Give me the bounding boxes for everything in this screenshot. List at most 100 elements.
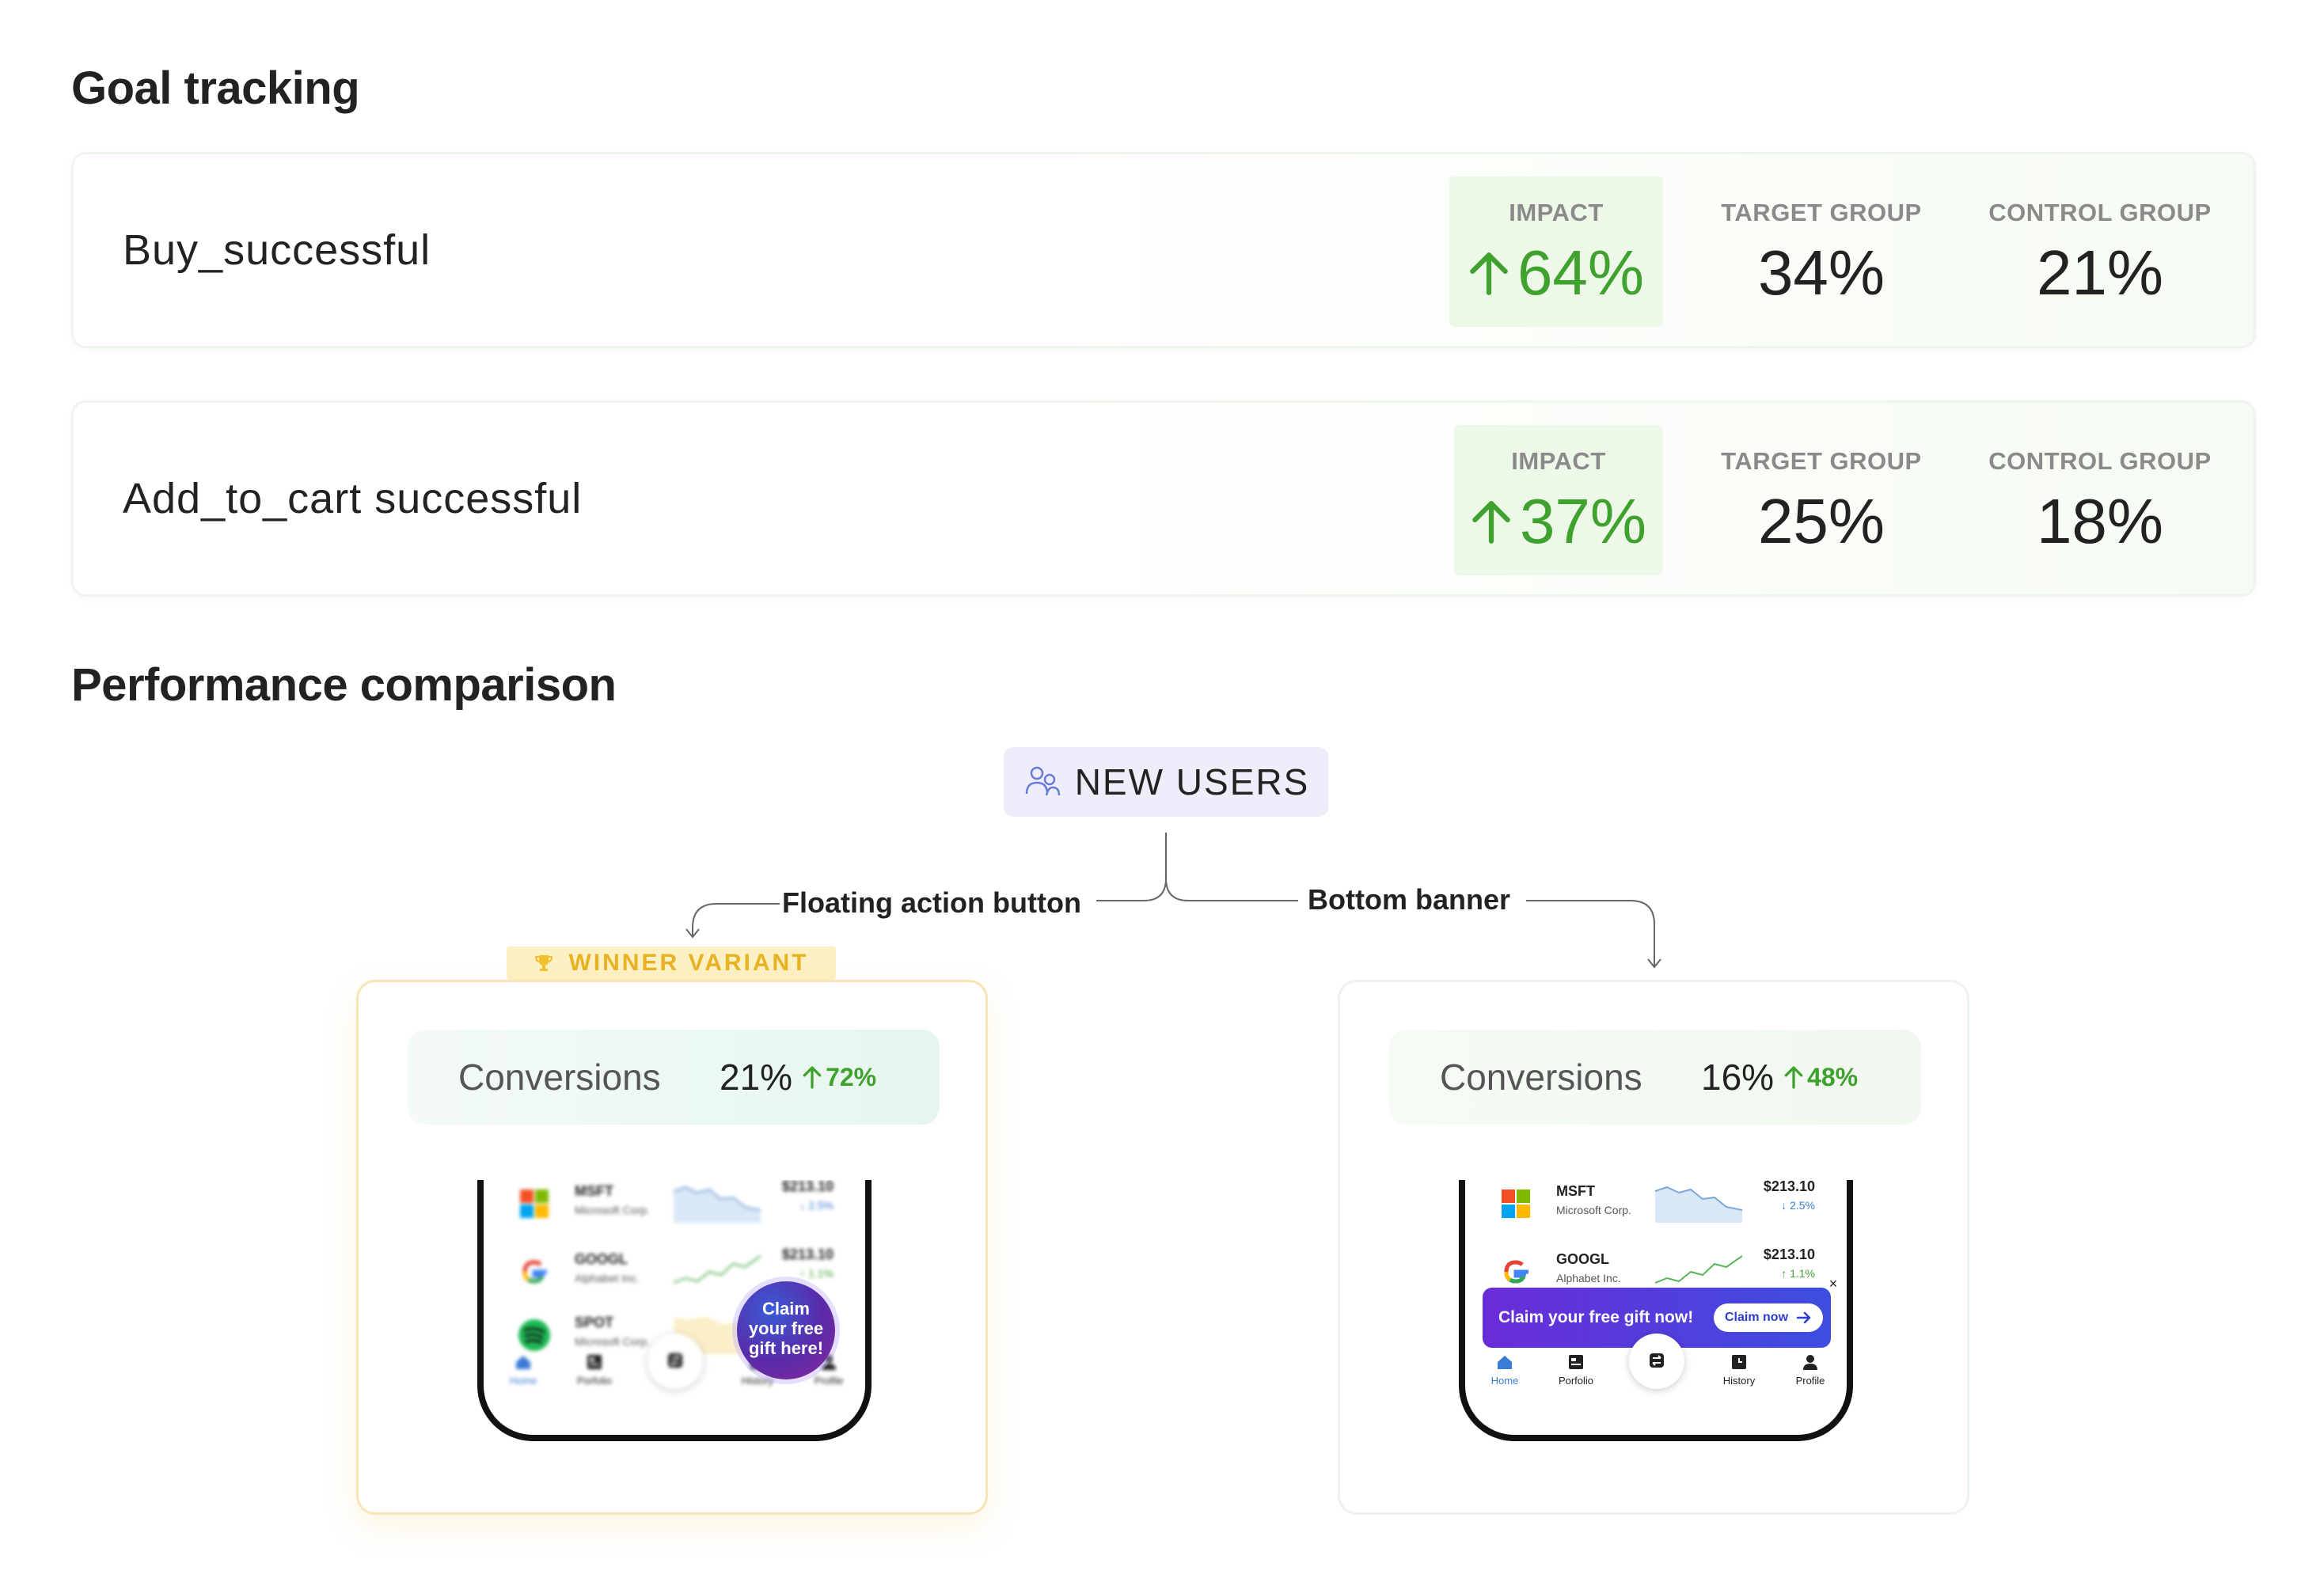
stock-price: $213.10 xyxy=(781,1246,834,1262)
microsoft-logo-icon xyxy=(1502,1190,1530,1218)
tab-profile[interactable]: Profile xyxy=(1779,1348,1842,1387)
target-group-metric: TARGET GROUP 34% xyxy=(1711,154,1932,346)
claim-now-label: Claim now xyxy=(1725,1311,1789,1324)
sparkline-up-icon xyxy=(674,1255,761,1284)
swap-icon xyxy=(668,1353,682,1368)
microsoft-logo-icon xyxy=(520,1190,549,1218)
uplift-percent: 48% xyxy=(1807,1062,1859,1091)
target-group-label: TARGET GROUP xyxy=(1721,199,1922,226)
branch-label-floating-action-button: Floating action button xyxy=(782,886,1081,919)
arrow-right-icon xyxy=(1796,1311,1811,1324)
segment-new-users[interactable]: NEW USERS xyxy=(1004,747,1328,817)
google-logo-icon xyxy=(1504,1260,1528,1284)
control-group-metric: CONTROL GROUP 21% xyxy=(1981,154,2219,346)
stock-company: Microsoft Corp. xyxy=(1556,1204,1631,1216)
winner-variant-badge: WINNER VARIANT xyxy=(507,947,836,980)
conversions-value: 16% xyxy=(1701,1057,1775,1098)
tab-history[interactable]: History xyxy=(1707,1348,1771,1387)
target-group-metric: TARGET GROUP 25% xyxy=(1711,403,1932,594)
stock-row: MSFT Microsoft Corp. $213.10 ↓ 2.5% xyxy=(484,1180,865,1239)
tab-label: Profile xyxy=(1795,1375,1825,1387)
fab-text-line: Claim xyxy=(762,1299,810,1319)
tab-portfolio[interactable]: Porfolio xyxy=(1544,1348,1608,1387)
impact-metric: IMPACT 64% xyxy=(1449,154,1663,346)
control-group-value: 18% xyxy=(2036,486,2164,556)
conversions-value: 21% xyxy=(720,1057,793,1098)
portfolio-icon xyxy=(587,1355,602,1369)
tab-portfolio[interactable]: Porfolio xyxy=(563,1348,626,1387)
fab-text-line: your free xyxy=(748,1319,824,1338)
target-group-label: TARGET GROUP xyxy=(1721,447,1922,475)
variant-card-floating-action-button[interactable]: Conversions 21% 72% MSFT Microsoft Corp.… xyxy=(356,980,988,1515)
arrow-up-icon xyxy=(1472,501,1510,544)
tab-label: Profile xyxy=(814,1375,844,1387)
uplift-percent: 72% xyxy=(826,1062,877,1091)
tab-home[interactable]: Home xyxy=(492,1348,555,1387)
impact-value: 37% xyxy=(1454,485,1663,558)
arrow-up-icon xyxy=(1784,1066,1803,1089)
target-group-value: 34% xyxy=(1757,237,1885,308)
arrow-up-icon xyxy=(1470,252,1508,295)
control-group-metric: CONTROL GROUP 18% xyxy=(1981,403,2219,594)
conversions-summary: Conversions 16% 48% xyxy=(1389,1030,1921,1125)
control-group-label: CONTROL GROUP xyxy=(1988,199,2212,226)
claim-now-button[interactable]: Claim now xyxy=(1714,1303,1824,1332)
impact-percent: 64% xyxy=(1517,237,1645,308)
stock-row: GOOGL Alphabet Inc. $213.10 ↑ 1.1% xyxy=(484,1243,865,1307)
tab-trade[interactable] xyxy=(1629,1334,1684,1389)
impact-highlight xyxy=(1454,425,1663,575)
stock-row: MSFT Microsoft Corp. $213.10 ↓ 2.5% xyxy=(1465,1180,1847,1239)
stock-company: Alphabet Inc. xyxy=(1556,1272,1621,1284)
history-icon xyxy=(1732,1355,1746,1369)
segment-label: NEW USERS xyxy=(1074,761,1310,802)
impact-label: IMPACT xyxy=(1509,199,1604,226)
phone-screen: MSFT Microsoft Corp. $213.10 ↓ 2.5% GOOG… xyxy=(484,1180,865,1435)
banner-close-icon[interactable]: × xyxy=(1828,1276,1838,1292)
tab-label: Porfolio xyxy=(576,1375,613,1387)
stock-change: ↓ 2.5% xyxy=(799,1199,834,1212)
sparkline-up-icon xyxy=(1655,1255,1742,1284)
goal-card-add-to-cart: Add_to_cart successful IMPACT 37% TARGET… xyxy=(71,400,2256,597)
stock-ticker: SPOT xyxy=(575,1315,614,1330)
stock-ticker: GOOGL xyxy=(1556,1251,1609,1267)
winner-variant-label: WINNER VARIANT xyxy=(568,950,809,976)
conversions-uplift: 48% xyxy=(1783,1063,1858,1092)
stock-price: $213.10 xyxy=(781,1180,834,1194)
tab-label: History xyxy=(1722,1375,1756,1387)
spotify-logo-icon xyxy=(518,1319,550,1351)
app-tab-bar: Home Porfolio History Profile xyxy=(1465,1334,1847,1403)
control-group-label: CONTROL GROUP xyxy=(1988,447,2212,475)
stock-change: ↑ 1.1% xyxy=(1781,1267,1815,1280)
tab-label: Home xyxy=(509,1375,537,1387)
control-group-value: 21% xyxy=(2036,237,2164,308)
goal-name: Buy_successful xyxy=(123,226,431,274)
floating-action-button[interactable]: Claim your free gift here! xyxy=(737,1281,835,1379)
stock-change: ↓ 2.5% xyxy=(1781,1199,1815,1212)
google-logo-icon xyxy=(522,1260,547,1284)
branch-label-bottom-banner: Bottom banner xyxy=(1308,883,1510,916)
swap-icon xyxy=(1650,1353,1664,1368)
trophy-icon xyxy=(535,955,553,971)
phone-preview: MSFT Microsoft Corp. $213.10 ↓ 2.5% GOOG… xyxy=(1459,1180,1853,1441)
tab-label: Home xyxy=(1490,1375,1519,1387)
stock-company: Microsoft Corp. xyxy=(575,1335,650,1348)
tab-label: Porfolio xyxy=(1558,1375,1594,1387)
stock-price: $213.10 xyxy=(1763,1180,1815,1194)
app-tab-bar: Home Porfolio History Profile xyxy=(484,1334,865,1403)
goal-name: Add_to_cart successful xyxy=(123,475,583,522)
stock-row: GOOGL Alphabet Inc. $213.10 ↑ 1.1% xyxy=(1465,1243,1847,1307)
tab-label: History xyxy=(741,1375,774,1387)
conversions-label: Conversions xyxy=(1440,1057,1642,1098)
fab-text-line: gift here! xyxy=(748,1338,824,1358)
home-icon xyxy=(516,1356,530,1369)
users-icon xyxy=(1025,766,1060,796)
tab-trade[interactable] xyxy=(647,1334,703,1389)
variant-card-bottom-banner[interactable]: Conversions 16% 48% MSFT Microsoft Corp.… xyxy=(1338,980,1969,1515)
arrow-up-icon xyxy=(803,1066,822,1089)
conversions-label: Conversions xyxy=(458,1057,661,1098)
stock-ticker: MSFT xyxy=(1556,1183,1595,1199)
stock-ticker: MSFT xyxy=(575,1183,613,1199)
stock-company: Alphabet Inc. xyxy=(575,1272,640,1284)
stock-price: $213.10 xyxy=(1763,1246,1815,1262)
tab-home[interactable]: Home xyxy=(1473,1348,1536,1387)
